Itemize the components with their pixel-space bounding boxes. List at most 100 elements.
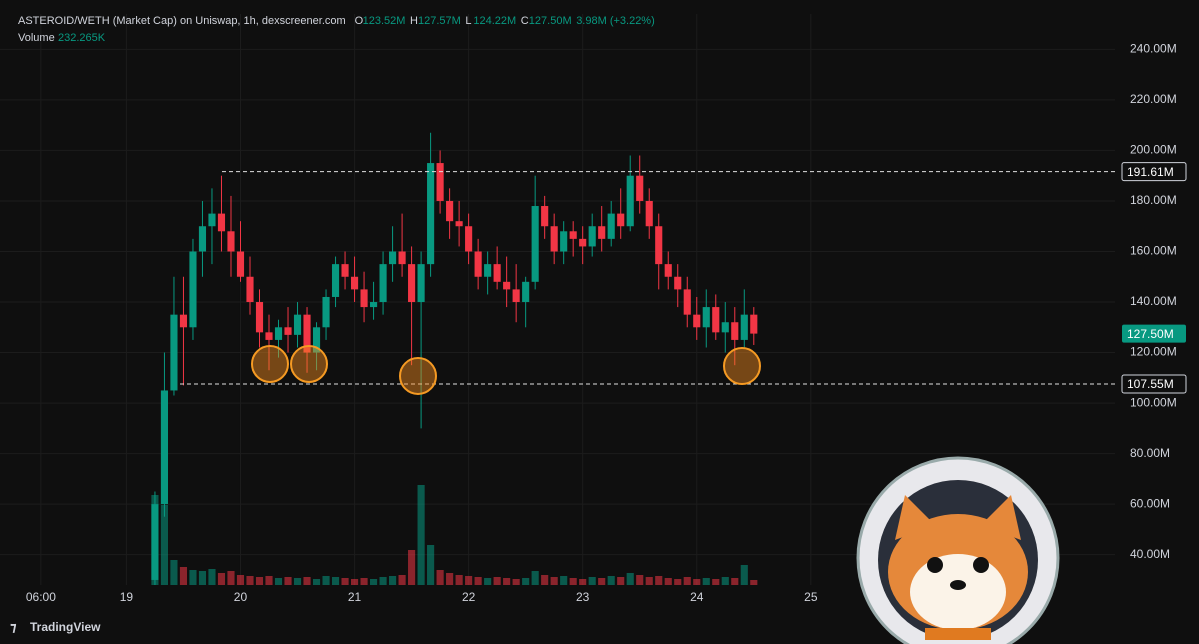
volume-bar bbox=[360, 578, 368, 585]
candle-body bbox=[331, 264, 340, 297]
volume-bar bbox=[598, 578, 606, 585]
candle-body bbox=[398, 251, 406, 265]
candle-body bbox=[503, 281, 511, 290]
y-tick-label: 100.00M bbox=[1130, 395, 1177, 409]
volume-bar bbox=[293, 578, 302, 585]
ohlc-value: 127.57M bbox=[418, 15, 461, 27]
volume-bar bbox=[702, 578, 710, 585]
y-tick-label: 60.00M bbox=[1130, 496, 1170, 510]
x-tick-label: 06:00 bbox=[26, 590, 56, 604]
candle-body bbox=[702, 307, 710, 328]
ohlc-key: H bbox=[410, 15, 418, 27]
y-tick-label: 200.00M bbox=[1130, 143, 1177, 157]
candle-body bbox=[541, 206, 549, 227]
change: 3.98M (+3.22%) bbox=[576, 15, 655, 27]
volume-bar bbox=[503, 578, 511, 585]
candle-body bbox=[512, 289, 520, 303]
ohlc-value: 124.22M bbox=[473, 15, 516, 27]
volume-bar bbox=[455, 575, 463, 585]
candle-body bbox=[217, 213, 226, 232]
candle-body bbox=[350, 276, 359, 290]
candle-body bbox=[731, 322, 739, 340]
y-tick-label: 240.00M bbox=[1130, 42, 1177, 56]
volume-bar bbox=[312, 579, 321, 585]
ohlc-key: C bbox=[521, 15, 529, 27]
volume-bar bbox=[350, 579, 359, 585]
candle-body bbox=[560, 231, 568, 252]
brand: TradingView bbox=[30, 620, 101, 634]
volume-bar bbox=[588, 577, 596, 585]
volume-bar bbox=[655, 576, 663, 585]
volume-bar bbox=[446, 573, 454, 585]
candle-body bbox=[255, 302, 264, 333]
x-tick-label: 19 bbox=[120, 590, 134, 604]
candle-body bbox=[236, 251, 245, 277]
highlight-circle bbox=[290, 345, 328, 383]
candle-body bbox=[417, 264, 425, 303]
volume-bar bbox=[636, 575, 644, 585]
candle-body bbox=[170, 314, 178, 391]
volume-bar bbox=[379, 577, 387, 585]
candle-body bbox=[408, 264, 416, 303]
volume-bar bbox=[303, 577, 311, 585]
candle-body bbox=[740, 314, 748, 340]
candle-body bbox=[465, 226, 473, 252]
volume-bar bbox=[683, 577, 691, 585]
volume-bar bbox=[560, 576, 568, 585]
candle-body bbox=[569, 231, 577, 239]
candle-body bbox=[274, 327, 283, 340]
candle-body bbox=[664, 264, 672, 277]
volume-bar bbox=[674, 579, 682, 585]
candle-body bbox=[617, 213, 625, 227]
ohlc-value: 127.50M bbox=[529, 15, 572, 27]
candle-body bbox=[683, 289, 691, 315]
y-tick-label: 220.00M bbox=[1130, 92, 1177, 106]
volume-bar bbox=[208, 569, 216, 585]
highlight-circle bbox=[399, 357, 437, 395]
volume-bar bbox=[427, 545, 435, 585]
candle-body bbox=[645, 200, 653, 227]
volume-bar bbox=[179, 567, 188, 585]
candle-body bbox=[522, 281, 530, 303]
candle-body bbox=[598, 226, 606, 239]
y-tick-label: 180.00M bbox=[1130, 193, 1177, 207]
candle-body bbox=[579, 238, 587, 247]
volume-bar bbox=[493, 577, 501, 585]
candle-body bbox=[474, 251, 482, 277]
volume-bar bbox=[265, 576, 273, 585]
volume-bar bbox=[398, 575, 406, 585]
ohlc-value: 123.52M bbox=[363, 15, 406, 27]
highlight-circle bbox=[251, 345, 289, 383]
volume-bar bbox=[170, 560, 178, 585]
candle-body bbox=[208, 213, 216, 227]
y-tick-label: 140.00M bbox=[1130, 294, 1177, 308]
candle-body bbox=[626, 175, 634, 227]
candle-body bbox=[227, 231, 235, 252]
volume-bar bbox=[645, 577, 653, 585]
volume-bar bbox=[626, 573, 634, 585]
x-tick-label: 20 bbox=[234, 590, 248, 604]
candle-body bbox=[322, 296, 330, 328]
y-tick-label: 160.00M bbox=[1130, 244, 1177, 258]
mascot bbox=[856, 456, 1060, 644]
candle-body bbox=[674, 276, 682, 290]
volume-bar bbox=[389, 576, 397, 585]
volume-bar bbox=[284, 577, 292, 585]
volume-label: Volume bbox=[18, 32, 55, 44]
volume-bar bbox=[579, 579, 587, 585]
candle-body bbox=[484, 264, 492, 277]
candle-body bbox=[636, 175, 644, 201]
volume-bar bbox=[198, 571, 207, 585]
level-badge bbox=[1121, 374, 1187, 394]
candle-body bbox=[721, 322, 729, 333]
level-label: 191.61M bbox=[1127, 165, 1174, 179]
volume-bar bbox=[607, 576, 615, 585]
volume-bar bbox=[274, 578, 283, 585]
volume-bar bbox=[541, 575, 549, 585]
volume-bar bbox=[246, 576, 254, 585]
candle-body bbox=[293, 314, 302, 335]
volume-bar bbox=[436, 570, 444, 585]
candle-body bbox=[750, 314, 758, 334]
ohlc-key: L bbox=[465, 15, 471, 27]
candle-body bbox=[427, 163, 435, 265]
